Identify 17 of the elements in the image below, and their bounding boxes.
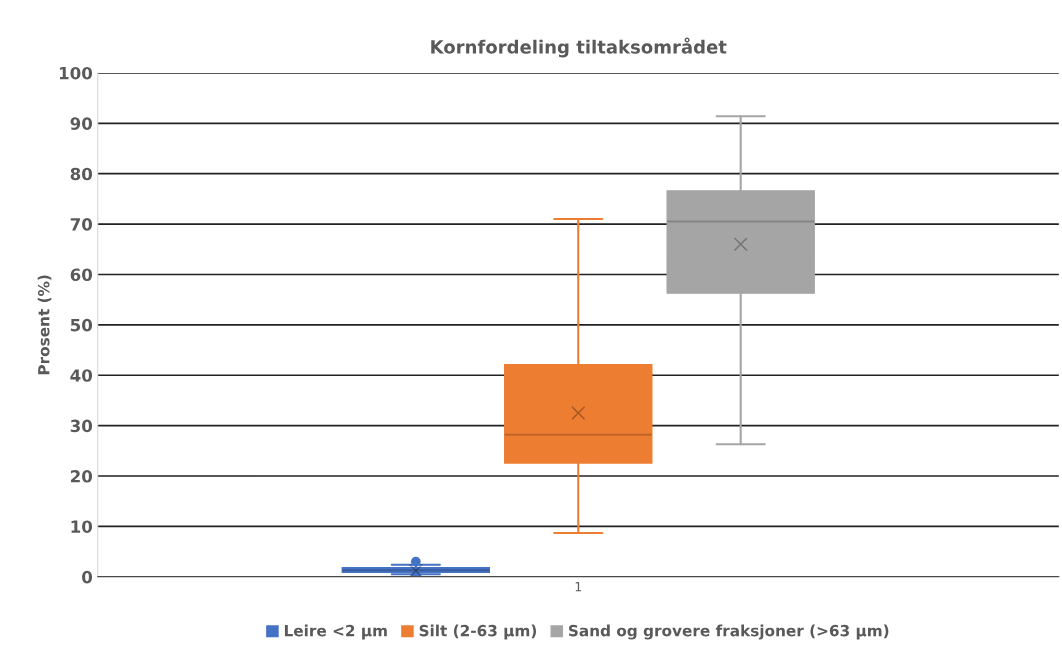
y-tick-label: 70 [70,218,93,231]
legend-label: Leire <2 µm [284,624,387,640]
y-axis-title: Prosent (%) [37,275,52,375]
y-tick-label: 50 [70,318,93,332]
y-tick-label: 40 [70,369,93,382]
y-tick-label: 20 [70,470,93,483]
y-tick-label: 30 [70,419,93,433]
x-tick-label: 1 [575,582,582,592]
legend-label: Sand og grovere fraksjoner (>63 µm) [568,624,889,640]
y-tick-label: 80 [70,167,93,181]
chart-title: Kornfordeling tiltaksområdet [431,37,727,58]
y-tick-label: 90 [70,117,93,130]
y-tick-label: 60 [70,268,93,282]
legend-label: Silt (2-63 µm) [419,624,537,640]
y-tick-label: 100 [59,66,93,80]
y-tick-label: 0 [82,570,93,584]
y-tick-label: 10 [71,520,93,533]
